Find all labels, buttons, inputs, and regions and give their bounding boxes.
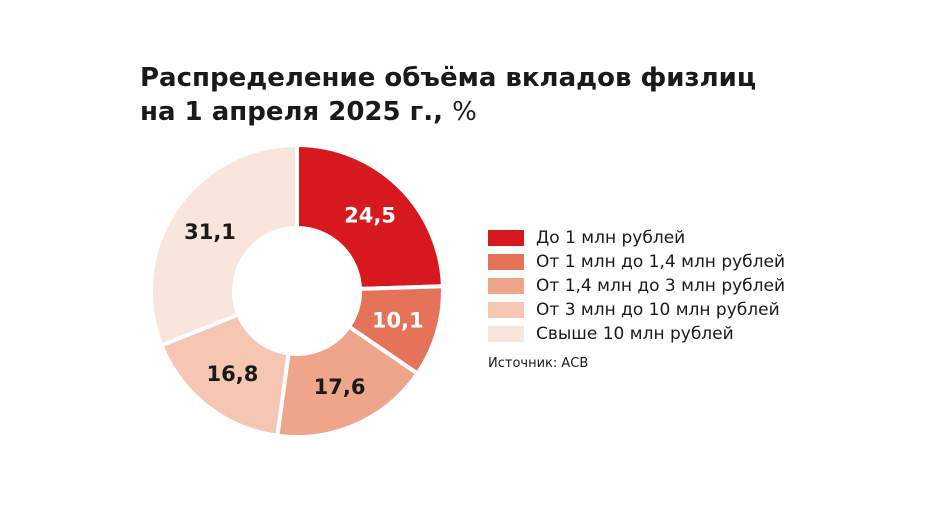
legend-item-5: Свыше 10 млн рублей [488, 322, 785, 346]
donut-slice-1 [295, 143, 445, 291]
chart-title-line-2: на 1 апреля 2025 г., % [140, 96, 477, 128]
donut-slice-3 [275, 324, 420, 439]
donut-slice-4 [159, 312, 291, 438]
legend-swatch-3 [488, 278, 524, 294]
legend-swatch-1 [488, 230, 524, 246]
legend-item-4: От 3 млн до 10 млн рублей [488, 298, 785, 322]
legend-swatch-5 [488, 326, 524, 342]
chart-legend: До 1 млн рублей От 1 млн до 1,4 млн рубле… [488, 226, 785, 346]
legend-label-4: От 3 млн до 10 млн рублей [536, 300, 780, 320]
legend-item-3: От 1,4 млн до 3 млн рублей [488, 274, 785, 298]
slice-value-label-2: 10,1 [372, 308, 424, 332]
legend-label-1: До 1 млн рублей [536, 228, 686, 248]
legend-label-3: От 1,4 млн до 3 млн рублей [536, 276, 786, 296]
slice-value-label-4: 16,8 [207, 362, 259, 386]
chart-title-date: на 1 апреля 2025 г., [140, 97, 443, 127]
legend-item-1: До 1 млн рублей [488, 226, 785, 250]
chart-source: Источник: АСВ [488, 356, 589, 371]
slice-value-label-5: 31,1 [184, 220, 236, 244]
donut-slices [149, 143, 445, 439]
donut-slice-labels: 24,5 10,1 17,6 16,8 31,1 [184, 204, 424, 399]
legend-label-2: От 1 млн до 1,4 млн рублей [536, 252, 786, 272]
chart-title-line-1: Распределение объёма вкладов физлиц [140, 63, 757, 93]
legend-item-2: От 1 млн до 1,4 млн рублей [488, 250, 785, 274]
legend-label-5: Свыше 10 млн рублей [536, 324, 734, 344]
legend-swatch-4 [488, 302, 524, 318]
chart-title-unit: % [452, 97, 477, 127]
legend-swatch-2 [488, 254, 524, 270]
donut-slice-5 [149, 143, 299, 348]
slice-value-label-1: 24,5 [344, 204, 396, 228]
slice-value-label-3: 17,6 [314, 375, 366, 399]
